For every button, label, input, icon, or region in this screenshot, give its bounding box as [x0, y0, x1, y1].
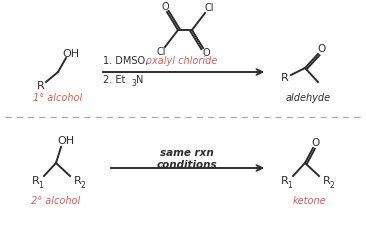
Text: O: O	[311, 138, 319, 148]
Text: OH: OH	[57, 136, 75, 146]
Text: R: R	[74, 176, 82, 186]
Text: O: O	[161, 2, 169, 12]
Text: R: R	[37, 81, 45, 91]
Text: conditions: conditions	[157, 160, 217, 170]
Text: 2. Et: 2. Et	[103, 75, 126, 85]
Text: 1: 1	[288, 180, 292, 190]
Text: Cl: Cl	[204, 3, 214, 13]
Text: 1. DMSO,: 1. DMSO,	[103, 56, 152, 66]
Text: O: O	[202, 48, 210, 58]
Text: 1: 1	[39, 180, 44, 190]
Text: same rxn: same rxn	[160, 148, 214, 158]
Text: 2° alcohol: 2° alcohol	[31, 196, 81, 206]
Text: R: R	[281, 176, 289, 186]
Text: 3: 3	[131, 78, 136, 88]
Text: Cl: Cl	[156, 47, 166, 57]
Text: 1° alcohol: 1° alcohol	[33, 93, 83, 103]
Text: aldehyde: aldehyde	[285, 93, 330, 103]
Text: ketone: ketone	[292, 196, 326, 206]
Text: oxalyl chloride: oxalyl chloride	[146, 56, 217, 66]
Text: 2: 2	[330, 180, 335, 190]
Text: OH: OH	[63, 49, 79, 59]
Text: O: O	[317, 44, 325, 54]
Text: R: R	[32, 176, 40, 186]
Text: N: N	[136, 75, 143, 85]
Text: R: R	[281, 73, 289, 83]
Text: 2: 2	[81, 180, 85, 190]
Text: R: R	[323, 176, 331, 186]
